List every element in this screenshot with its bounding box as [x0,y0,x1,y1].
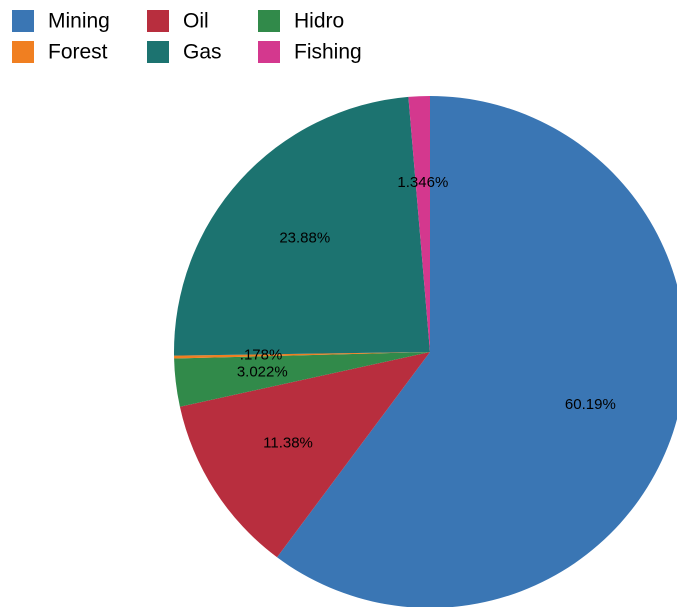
pie-slice [174,96,430,356]
data-label: 23.88% [279,230,330,247]
pie-slice [174,352,430,359]
legend-swatch [258,41,280,63]
data-label: 60.19% [565,396,616,413]
pie-slice [174,352,430,407]
data-label: .178% [240,346,283,363]
legend-swatch [12,41,34,63]
pie-slice [277,96,677,607]
legend-label: Gas [183,41,222,64]
legend-swatch [258,10,280,32]
legend-swatch [12,10,34,32]
legend-label: Mining [48,10,110,33]
legend-label: Fishing [294,41,362,64]
legend-label: Hidro [294,10,344,33]
pie-slice [179,352,430,558]
data-label: 1.346% [397,174,448,191]
legend-swatch [147,41,169,63]
legend-swatch [147,10,169,32]
pie-slice [408,96,430,352]
legend-label: Oil [183,10,209,33]
legend-label: Forest [48,41,108,64]
data-label: 3.022% [237,363,288,380]
data-label: 11.38% [263,435,313,452]
